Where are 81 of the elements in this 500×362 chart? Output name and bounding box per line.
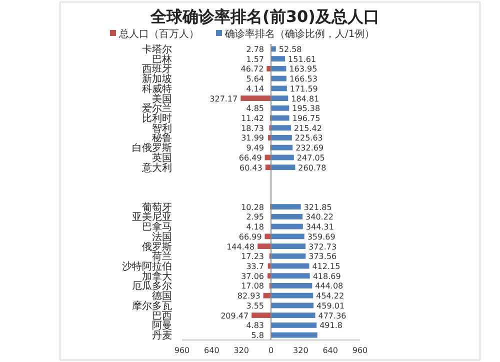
y-tick-label: 摩尔多瓦	[132, 300, 172, 312]
data-label: 4.83	[246, 321, 264, 330]
y-tick-label: 德国	[152, 291, 172, 302]
data-label: 10.28	[241, 202, 264, 212]
data-label: 459.01	[316, 301, 345, 310]
data-label: 195.38	[292, 104, 320, 114]
y-tick-label: 智利	[152, 122, 172, 134]
data-label: 37.06	[241, 272, 264, 281]
data-label: 52.58	[278, 44, 302, 54]
data-label: 18.73	[241, 124, 264, 133]
x-tick-label: 960	[352, 346, 368, 355]
data-label: 247.05	[296, 153, 325, 162]
y-tick-label: 科威特	[142, 82, 172, 95]
data-label: 444.08	[315, 282, 344, 291]
data-label: 17.08	[241, 282, 264, 291]
x-tick-label: 0	[268, 346, 274, 355]
data-label: 31.99	[241, 134, 264, 143]
data-label: 2.78	[246, 44, 264, 54]
data-label: 144.48	[226, 242, 255, 252]
y-tick-label: 厄瓜多尔	[132, 280, 172, 292]
data-label: 477.36	[318, 311, 346, 320]
y-tick-label: 意大利	[141, 162, 172, 174]
data-label: 232.69	[296, 144, 324, 153]
data-label: 11.42	[241, 114, 264, 123]
data-label: 4.18	[246, 222, 264, 232]
data-label: 66.99	[238, 232, 262, 242]
data-label: 33.7	[246, 262, 264, 271]
x-tick-label: 320	[234, 346, 249, 355]
data-label: 196.75	[292, 114, 320, 123]
data-label: 166.53	[289, 74, 318, 84]
x-tick-label: 640	[322, 346, 338, 355]
y-tick-label: 比利时	[142, 112, 172, 124]
y-tick-label: 葡萄牙	[142, 201, 172, 214]
data-label: 491.8	[320, 321, 342, 330]
data-label: 171.59	[290, 84, 318, 94]
y-tick-label: 沙特阿拉伯	[122, 260, 172, 272]
data-label: 373.56	[308, 252, 337, 262]
data-label: 1.57	[246, 54, 264, 64]
data-label: 184.81	[291, 94, 320, 104]
data-label: 151.61	[288, 54, 316, 64]
data-label: 9.49	[246, 144, 264, 153]
data-label: 359.69	[307, 232, 336, 242]
data-label: 5.8	[251, 331, 264, 340]
data-label: 340.22	[306, 212, 334, 222]
data-label: 372.73	[308, 242, 337, 252]
data-label: 344.31	[306, 222, 334, 232]
y-tick-label: 美国	[152, 92, 172, 105]
data-label: 225.63	[294, 134, 323, 143]
data-label: 66.49	[238, 153, 262, 162]
y-tick-label: 法国	[152, 230, 172, 243]
data-label: 3.55	[246, 301, 264, 310]
data-label: 215.42	[294, 124, 322, 133]
legend-label: 总人口（百万人）	[118, 28, 199, 40]
y-tick-label: 巴西	[152, 310, 172, 322]
data-label: 327.17	[210, 94, 238, 104]
chart-title: 全球确诊率排名(前30)及总人口	[150, 7, 380, 26]
data-label: 4.85	[246, 104, 264, 114]
data-label: 418.69	[312, 272, 341, 281]
data-label: 4.14	[246, 84, 264, 94]
data-label: 321.85	[304, 202, 332, 212]
data-label: 163.95	[289, 64, 318, 74]
x-tick-label: 320	[293, 346, 308, 355]
data-label: 46.72	[240, 64, 264, 74]
x-tick-label: 960	[174, 346, 190, 355]
data-label: 260.78	[298, 163, 326, 172]
data-label: 60.43	[239, 163, 262, 172]
data-label: 5.64	[246, 74, 264, 84]
data-label: 412.15	[312, 262, 340, 271]
y-tick-label: 卡塔尔	[142, 43, 172, 56]
data-label: 454.22	[316, 292, 344, 301]
y-tick-label: 亚美尼亚	[132, 211, 172, 224]
y-tick-label: 英国	[152, 152, 172, 164]
y-tick-label: 俄罗斯	[142, 240, 172, 253]
data-label: 2.95	[246, 212, 264, 222]
data-label: 209.47	[220, 311, 249, 320]
y-tick-label: 荷兰	[152, 250, 172, 263]
x-tick-label: 640	[204, 346, 220, 355]
data-label: 17.23	[241, 252, 264, 262]
y-tick-label: 丹麦	[152, 330, 172, 342]
data-label: 82.93	[237, 292, 260, 301]
legend-label: 确诊率排名（确诊比例，人/1例）	[224, 28, 375, 40]
